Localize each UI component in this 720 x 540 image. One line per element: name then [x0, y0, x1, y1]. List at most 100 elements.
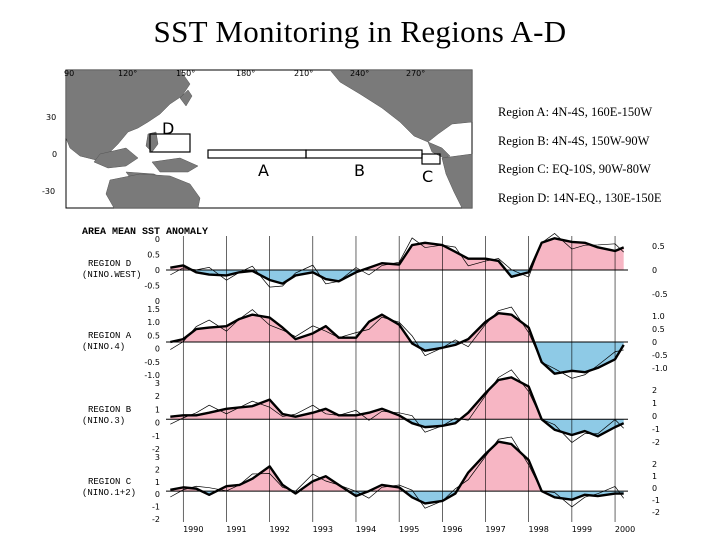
legend-region-a: Region A: 4N-4S, 160E-150W [498, 105, 653, 119]
positive-anomaly-area [461, 313, 535, 342]
panel-label: (NINO.WEST) [82, 270, 141, 280]
lat-label: 30 [46, 113, 56, 122]
lon-label: 210° [294, 69, 313, 78]
panel-label: REGION B [88, 405, 132, 415]
y-tick-label-right: 0.5 [652, 325, 665, 334]
x-tick-label: 1997 [485, 525, 505, 534]
land-new-guinea [151, 157, 199, 173]
land-asia [65, 69, 191, 161]
lon-label: 150° [176, 69, 195, 78]
positive-anomaly-area [368, 484, 405, 492]
positive-anomaly-area [460, 377, 542, 420]
y-tick-label-right: 2 [652, 460, 657, 469]
negative-anomaly-area [505, 270, 530, 277]
positive-anomaly-area [529, 238, 624, 270]
positive-anomaly-area [170, 265, 192, 270]
land-south-america [441, 153, 473, 209]
y-tick-label-right: 0 [652, 412, 657, 421]
y-tick-label: -0.5 [144, 282, 160, 291]
y-tick-label-right: -0.5 [652, 290, 668, 299]
x-tick-label: 1998 [529, 525, 549, 534]
y-tick-label-right: -2 [652, 438, 660, 447]
land-central-america [427, 141, 451, 159]
y-tick-label: 0 [155, 419, 160, 428]
lat-label: 0 [52, 150, 57, 159]
x-tick-label: 2000 [615, 525, 635, 534]
y-tick-label: -2 [152, 515, 160, 524]
panel-label: REGION A [88, 331, 132, 341]
chart-title: AREA MEAN SST ANOMALY [82, 227, 208, 238]
y-tick-label: 1.0 [147, 318, 160, 327]
map-label-d: D [162, 119, 174, 138]
panel-label: REGION C [88, 477, 132, 487]
legend-region-b: Region B: 4N-4S, 150W-90W [498, 133, 650, 148]
y-tick-label: 0 [155, 490, 160, 499]
panel-label: (NINO.4) [82, 342, 125, 352]
y-tick-label: 0 [155, 266, 160, 275]
x-tick-label: 1995 [399, 525, 419, 534]
map-lat-labels: 30 0 -30 [42, 113, 57, 196]
map-land [65, 69, 473, 209]
panel-4: 3 2 1 0 -1 -2 2 1 0 -1 -2 REGION C(NINO.1+2) [82, 436, 660, 524]
region-map: D A B C 90 120° 150° 180° 210° 240° 270°… [42, 69, 473, 209]
legend-region-c: Region C: EQ-10S, 90W-80W [498, 162, 651, 176]
region-legend: Region A: 4N-4S, 160E-150W Region B: 4N-… [498, 98, 662, 212]
positive-anomaly-area [170, 314, 412, 342]
y-tick-label-right: -0.5 [652, 351, 668, 360]
y-tick-label-right: -2 [652, 508, 660, 517]
y-tick-label: 1 [155, 405, 160, 414]
x-tick-label: 1991 [226, 525, 246, 534]
x-tick-label: 1993 [313, 525, 333, 534]
y-tick-label-right: 0 [652, 338, 657, 347]
y-tick-label: -1.0 [144, 371, 160, 380]
y-tick-label-right: -1 [652, 425, 660, 434]
x-tick-label: 1994 [356, 525, 376, 534]
map-label-b: B [354, 161, 365, 180]
y-tick-label: 0.5 [147, 331, 160, 340]
y-tick-label-right: 1.0 [652, 312, 665, 321]
y-tick-label: -0.5 [144, 358, 160, 367]
map-label-c: C [422, 167, 433, 186]
land-australia [105, 173, 201, 209]
y-tick-label: 3 [155, 453, 160, 462]
y-tick-label: 0.5 [147, 251, 160, 260]
map-label-a: A [258, 161, 269, 180]
lon-label: 240° [350, 69, 369, 78]
map-region-boxes [149, 133, 441, 165]
box-region-d [149, 133, 191, 153]
x-tick-label: 1996 [442, 525, 462, 534]
map-lon-labels: 90 120° 150° 180° 210° 240° 270° [64, 69, 425, 78]
panel-2: 1.5 1.0 0.5 0 -0.5 -1.0 1.0 0.5 0 -0.5 -1.0 REGION … [82, 305, 668, 380]
y-tick-label-right: 1 [652, 472, 657, 481]
slide-title: SST Monitoring in Regions A-D [153, 14, 567, 49]
negative-anomaly-area [411, 342, 462, 351]
lon-label: 120° [118, 69, 137, 78]
land-north-america [329, 69, 473, 143]
lat-label: -30 [42, 187, 55, 196]
y-tick-label: 3 [155, 379, 160, 388]
legend-region-d: Region D: 14N-EQ., 130E-150E [498, 190, 662, 205]
y-tick-label: 0 [155, 297, 160, 306]
positive-anomaly-area [170, 399, 406, 420]
y-tick-label-right: -1 [652, 496, 660, 505]
negative-anomaly-area [404, 491, 457, 504]
lon-label: 180° [236, 69, 255, 78]
y-tick-label-right: 2 [652, 386, 657, 395]
y-tick-label: -1 [152, 432, 160, 441]
y-tick-label-right: 0.5 [652, 242, 665, 251]
panel-label: (NINO.1+2) [82, 488, 136, 498]
y-tick-label: -1 [152, 503, 160, 512]
lon-label: 90 [64, 69, 74, 78]
y-tick-label: 2 [155, 392, 160, 401]
land-philippines [145, 131, 159, 153]
y-tick-label-right: 0 [652, 266, 657, 275]
x-tick-label: 1990 [183, 525, 203, 534]
y-tick-label: -2 [152, 445, 160, 454]
positive-anomaly-area [362, 242, 506, 270]
panel-label: REGION D [88, 259, 131, 269]
land-borneo-sumatra [93, 147, 139, 169]
positive-anomaly-area [298, 476, 349, 492]
panel-3: 3 2 1 0 -1 -2 2 1 0 -1 -2 REGION B(NINO.3) [82, 369, 660, 454]
negative-anomaly-area [541, 419, 624, 437]
